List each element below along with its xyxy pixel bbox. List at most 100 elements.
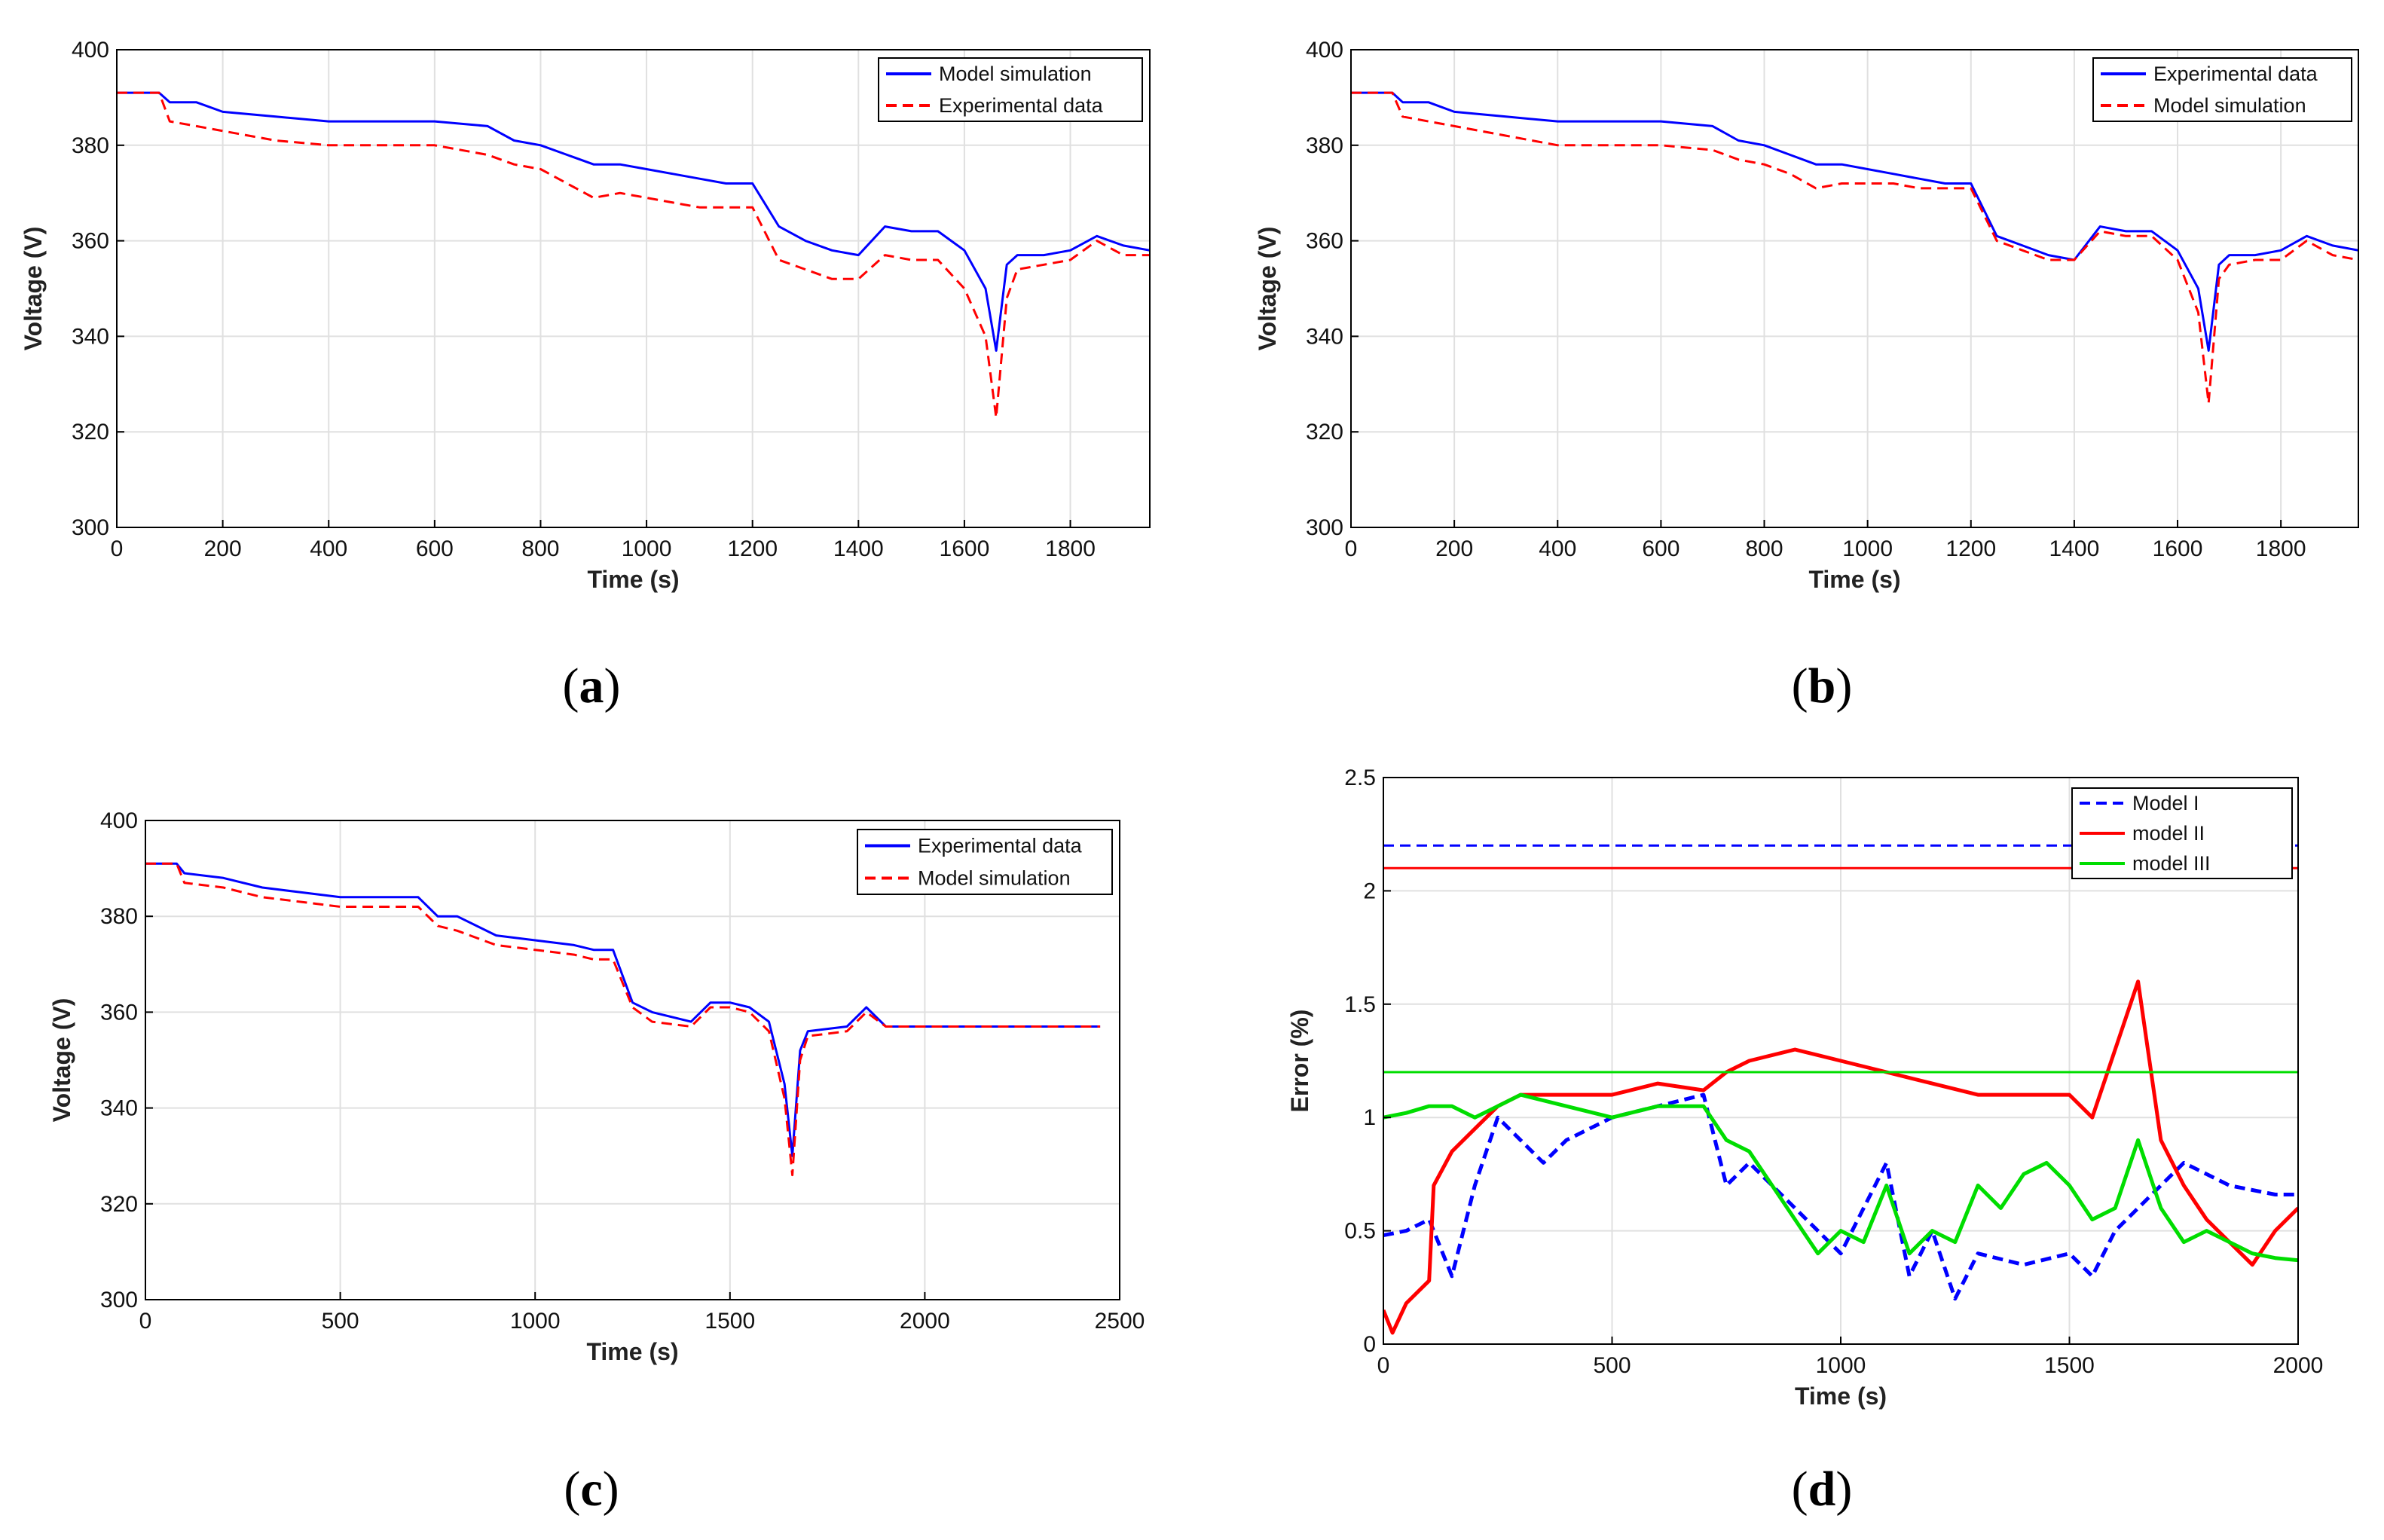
y-tick-label: 340: [100, 1096, 138, 1121]
x-tick-label: 2500: [1095, 1309, 1145, 1334]
series-line-model-i: [1383, 1092, 2298, 1301]
x-tick-label: 400: [310, 536, 347, 561]
y-tick-label: 0.5: [1344, 1219, 1376, 1244]
legend-label: Model I: [2132, 792, 2199, 814]
x-axis-label: Time (s): [587, 566, 679, 593]
legend-label: Experimental data: [939, 94, 1104, 117]
caption-c-letter: c: [580, 1462, 602, 1517]
caption-a-letter: a: [579, 658, 604, 713]
x-tick-label: 400: [1539, 536, 1576, 561]
legend-box: [857, 829, 1113, 895]
legend-label: Experimental data: [2153, 63, 2318, 85]
x-tick-label: 1000: [1816, 1353, 1866, 1378]
x-tick-label: 1600: [940, 536, 990, 561]
y-tick-label: 400: [100, 808, 138, 833]
y-tick-label: 360: [1306, 229, 1343, 254]
series-line-experimental-data: [1351, 91, 2358, 352]
x-tick-label: 1000: [510, 1309, 561, 1334]
panel-b: 0 200 400 600 800 1000 1200 1400 1600 1800 300 320 3…: [1254, 38, 2359, 593]
legend: Experimental data Model simulation: [2092, 57, 2352, 122]
series-line-experimental-data: [145, 862, 1101, 1157]
y-tick-label: 300: [72, 515, 109, 540]
x-tick-label: 1200: [727, 536, 778, 561]
x-axis-label: Time (s): [1795, 1383, 1887, 1410]
x-tick-label: 200: [204, 536, 242, 561]
legend-box: [878, 57, 1143, 122]
series-line-model-simulation: [145, 862, 1101, 1177]
x-tick-label: 2000: [900, 1309, 950, 1334]
y-tick-label: 400: [1306, 38, 1343, 63]
x-tick-label: 1400: [833, 536, 884, 561]
legend: Experimental data Model simulation: [857, 829, 1113, 895]
plot-area: [117, 50, 1150, 527]
y-tick-label: 2: [1363, 878, 1376, 903]
x-tick-label: 200: [1435, 536, 1473, 561]
x-tick-label: 600: [416, 536, 454, 561]
panel-d: 0 500 1000 1500 2000 0 0.5 1 1.5 2 2.5 Time (s) Erro…: [1286, 765, 2323, 1410]
y-tick-label: 340: [72, 324, 109, 349]
y-tick-label: 380: [72, 133, 109, 158]
x-tick-label: 1500: [2044, 1353, 2095, 1378]
x-tick-label: 800: [521, 536, 559, 561]
series-line-model-ii: [1383, 979, 2298, 1335]
plot-frame: [145, 820, 1120, 1300]
legend: Model simulation Experimental data: [878, 57, 1143, 122]
legend-label: Model simulation: [939, 63, 1092, 85]
plot-area: [145, 820, 1120, 1300]
plot-frame: [1350, 49, 2359, 528]
y-tick-label: 300: [100, 1288, 138, 1312]
y-tick-label: 300: [1306, 515, 1343, 540]
panel-a: 0 200 400 600 800 1000 1200 1400 1600 1800 300 320 3…: [20, 38, 1151, 593]
legend: Model I model II model III: [2071, 787, 2293, 879]
plot-frame: [116, 49, 1151, 528]
x-tick-label: 0: [111, 536, 124, 561]
y-tick-label: 340: [1306, 324, 1343, 349]
x-tick-label: 1200: [1945, 536, 1996, 561]
y-tick-label: 320: [100, 1192, 138, 1217]
y-tick-label: 380: [1306, 133, 1343, 158]
series-line-experimental-data: [117, 91, 1150, 419]
x-tick-label: 1800: [2256, 536, 2306, 561]
caption-b-letter: b: [1808, 658, 1836, 713]
x-tick-label: 500: [322, 1309, 359, 1334]
x-tick-label: 1000: [1842, 536, 1893, 561]
legend-label: model III: [2132, 852, 2211, 875]
legend-box: [2092, 57, 2352, 122]
x-axis-label: Time (s): [1808, 566, 1900, 593]
y-axis-label: Voltage (V): [48, 998, 75, 1123]
y-tick-label: 1.5: [1344, 992, 1376, 1017]
caption-b: (b): [1792, 658, 1853, 713]
y-tick-label: 360: [100, 1000, 138, 1025]
x-tick-label: 1600: [2153, 536, 2203, 561]
legend-label: Model simulation: [2153, 94, 2306, 117]
y-axis-label: Voltage (V): [20, 227, 47, 351]
x-tick-label: 800: [1745, 536, 1783, 561]
caption-a: (a): [563, 658, 621, 713]
x-tick-label: 1800: [1045, 536, 1096, 561]
y-tick-label: 2.5: [1344, 765, 1376, 790]
y-tick-label: 1: [1363, 1105, 1376, 1130]
legend-label: model II: [2132, 822, 2205, 845]
series-group: [145, 862, 1101, 1177]
y-axis-label: Voltage (V): [1254, 227, 1281, 351]
legend-label: Experimental data: [918, 835, 1083, 857]
x-tick-label: 0: [139, 1309, 152, 1334]
panel-c: 0 500 1000 1500 2000 2500 300 320 340 360 380 400 Ti…: [48, 808, 1145, 1365]
caption-d: (d): [1792, 1462, 1853, 1517]
plot-area: [1351, 50, 2358, 527]
x-tick-label: 1000: [622, 536, 672, 561]
series-line-model-simulation: [1351, 91, 2358, 405]
x-tick-label: 0: [1377, 1353, 1390, 1378]
y-axis-label: Error (%): [1286, 1010, 1313, 1113]
series-group: [1351, 91, 2358, 405]
y-tick-label: 380: [100, 904, 138, 929]
y-tick-label: 320: [72, 420, 109, 445]
y-tick-label: 400: [72, 38, 109, 63]
x-tick-label: 0: [1345, 536, 1358, 561]
x-axis-label: Time (s): [586, 1338, 678, 1365]
x-tick-label: 1500: [705, 1309, 755, 1334]
x-tick-label: 2000: [2273, 1353, 2324, 1378]
y-tick-label: 0: [1363, 1332, 1376, 1357]
caption-c: (c): [564, 1462, 619, 1517]
